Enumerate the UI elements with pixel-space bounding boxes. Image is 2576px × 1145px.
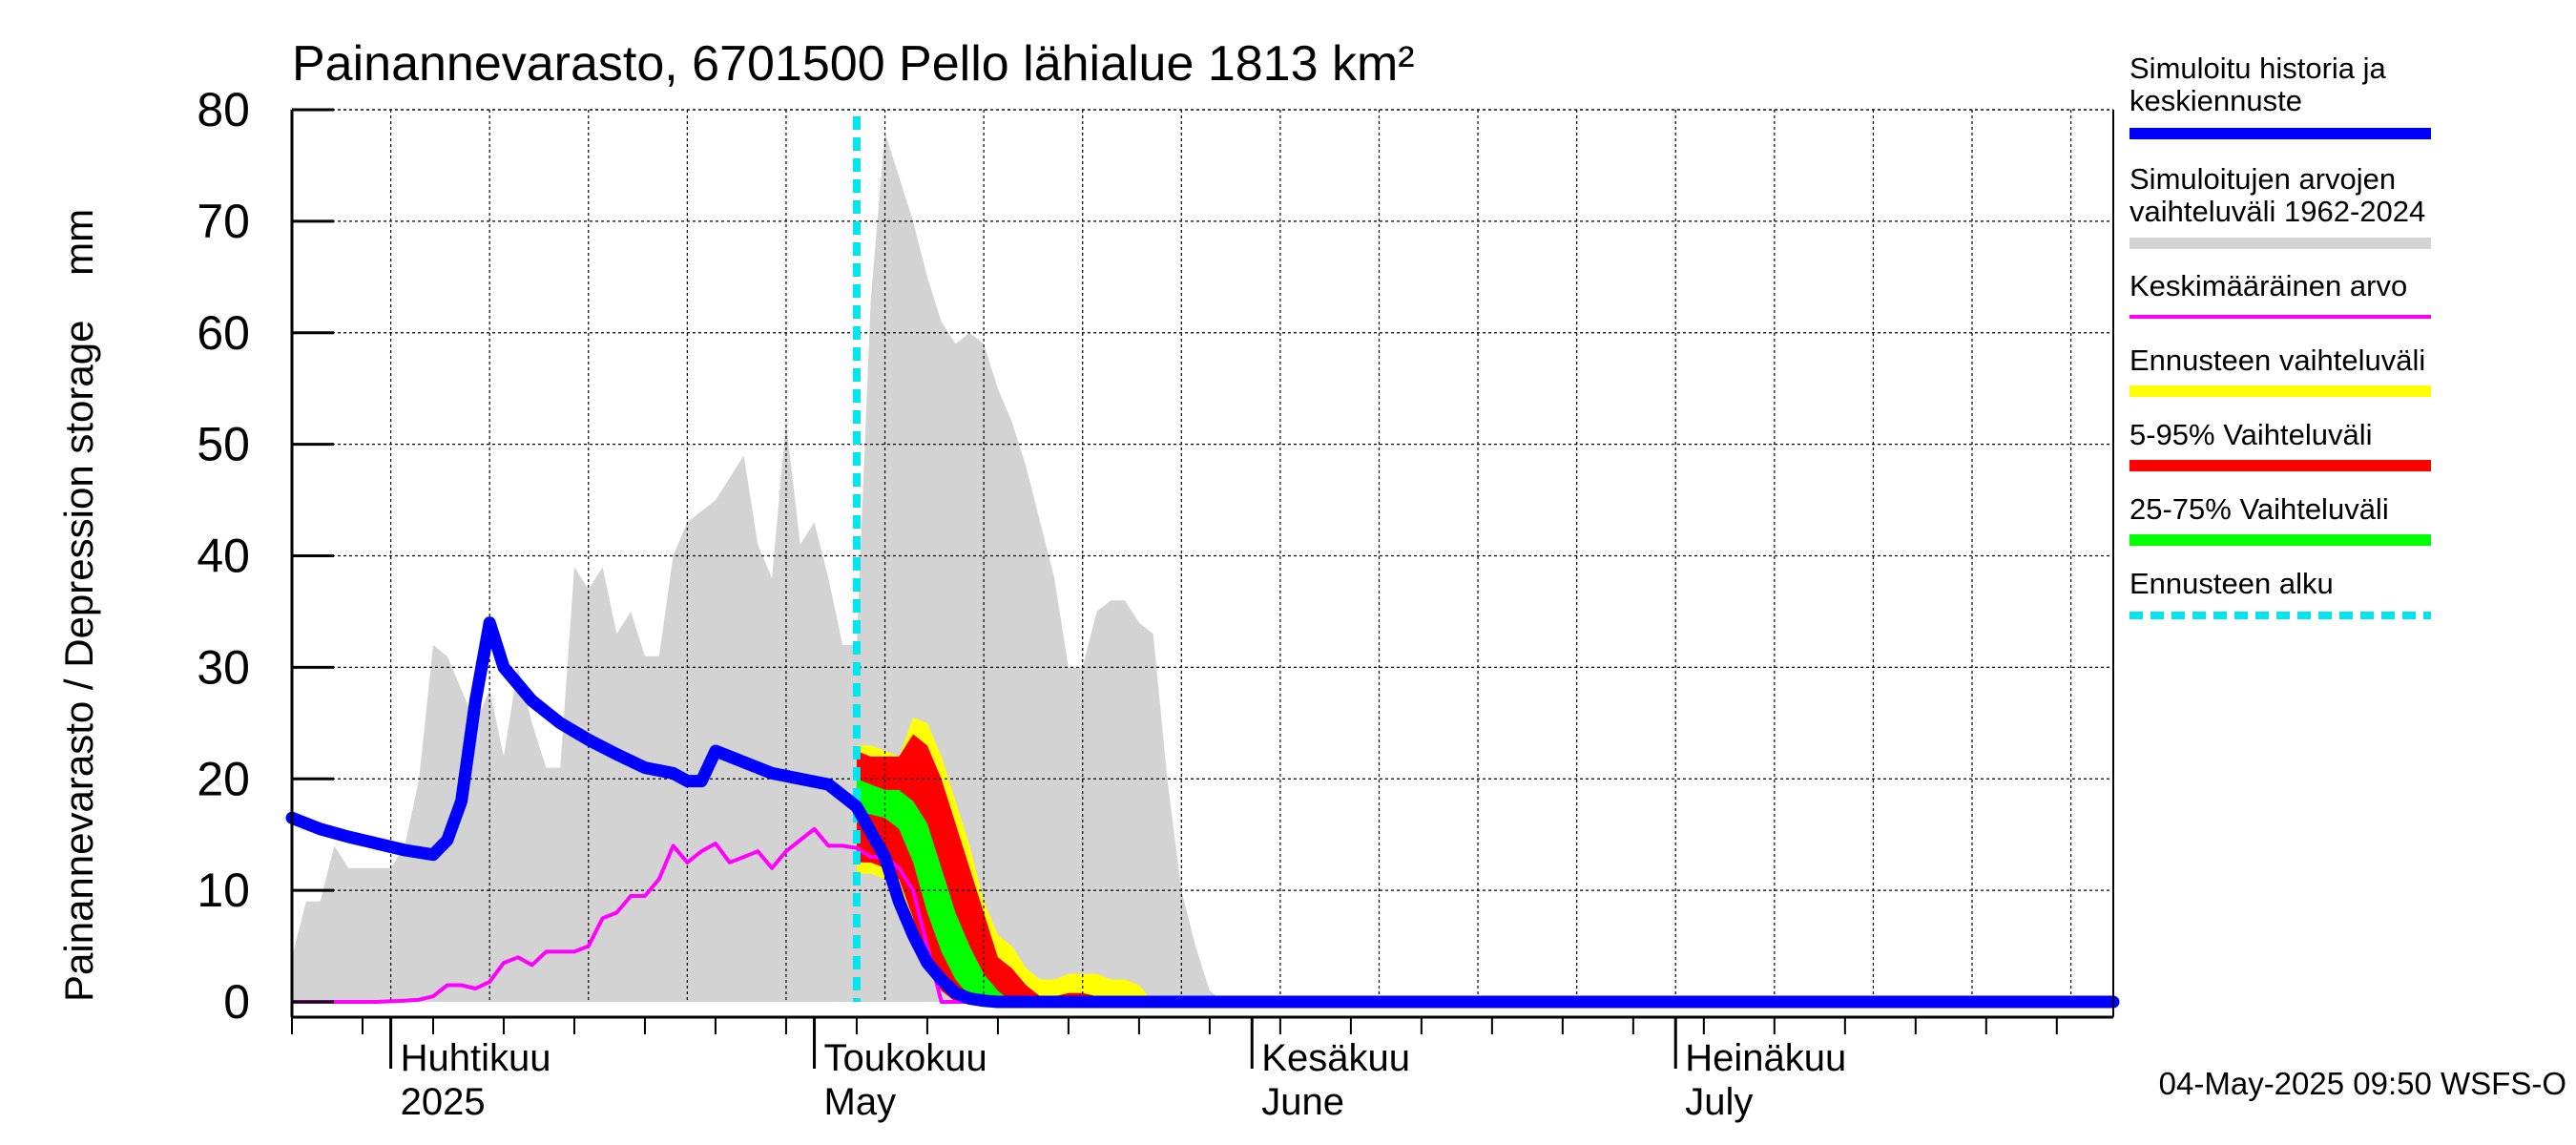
legend-label: Simuloitujen arvojen vaihteluväli 1962-20… xyxy=(2129,162,2425,228)
y-tick-label: 40 xyxy=(197,530,250,583)
band-5-95 xyxy=(856,734,1139,1002)
x-month-sublabel: May xyxy=(824,1081,897,1123)
legend: Simuloitu historia ja keskiennuste Simuloi… xyxy=(2129,52,2431,619)
x-month-label: Toukokuu xyxy=(824,1037,987,1079)
x-month-sublabel: 2025 xyxy=(401,1081,486,1123)
legend-label: Simuloitu historia ja keskiennuste xyxy=(2129,52,2387,117)
legend-label: Ennusteen alku xyxy=(2129,567,2334,600)
x-month-sublabel: July xyxy=(1685,1081,1753,1123)
legend-label: Keskimääräinen arvo xyxy=(2129,269,2407,302)
y-axis-label: Painannevarasto / Depression storage mm xyxy=(56,209,101,1002)
x-month-sublabel: June xyxy=(1261,1081,1344,1123)
y-tick-label: 60 xyxy=(197,306,250,360)
timestamp: 04-May-2025 09:50 WSFS-O xyxy=(2159,1066,2566,1101)
y-tick-label: 70 xyxy=(197,195,250,248)
historical-range-area xyxy=(292,132,1338,1002)
x-month-label: Heinäkuu xyxy=(1685,1037,1846,1079)
legend-label: Ennusteen vaihteluväli xyxy=(2129,344,2425,377)
main-line-layer xyxy=(285,616,2120,1009)
y-tick-label: 0 xyxy=(223,975,250,1029)
chart-title: Painannevarasto, 6701500 Pello lähialue … xyxy=(292,36,1415,92)
x-month-label: Huhtikuu xyxy=(401,1037,551,1079)
y-tick-label: 10 xyxy=(197,864,250,917)
simulated-history-line xyxy=(285,616,2120,1009)
legend-label: 25-75% Vaihteluväli xyxy=(2129,492,2389,526)
y-tick-label: 50 xyxy=(197,418,250,471)
y-tick-label: 30 xyxy=(197,640,250,694)
range-band-layer xyxy=(292,132,1338,1002)
y-tick-label: 80 xyxy=(197,83,250,136)
legend-label: 5-95% Vaihteluväli xyxy=(2129,418,2372,451)
y-tick-label: 20 xyxy=(197,752,250,805)
x-month-label: Kesäkuu xyxy=(1261,1037,1410,1079)
